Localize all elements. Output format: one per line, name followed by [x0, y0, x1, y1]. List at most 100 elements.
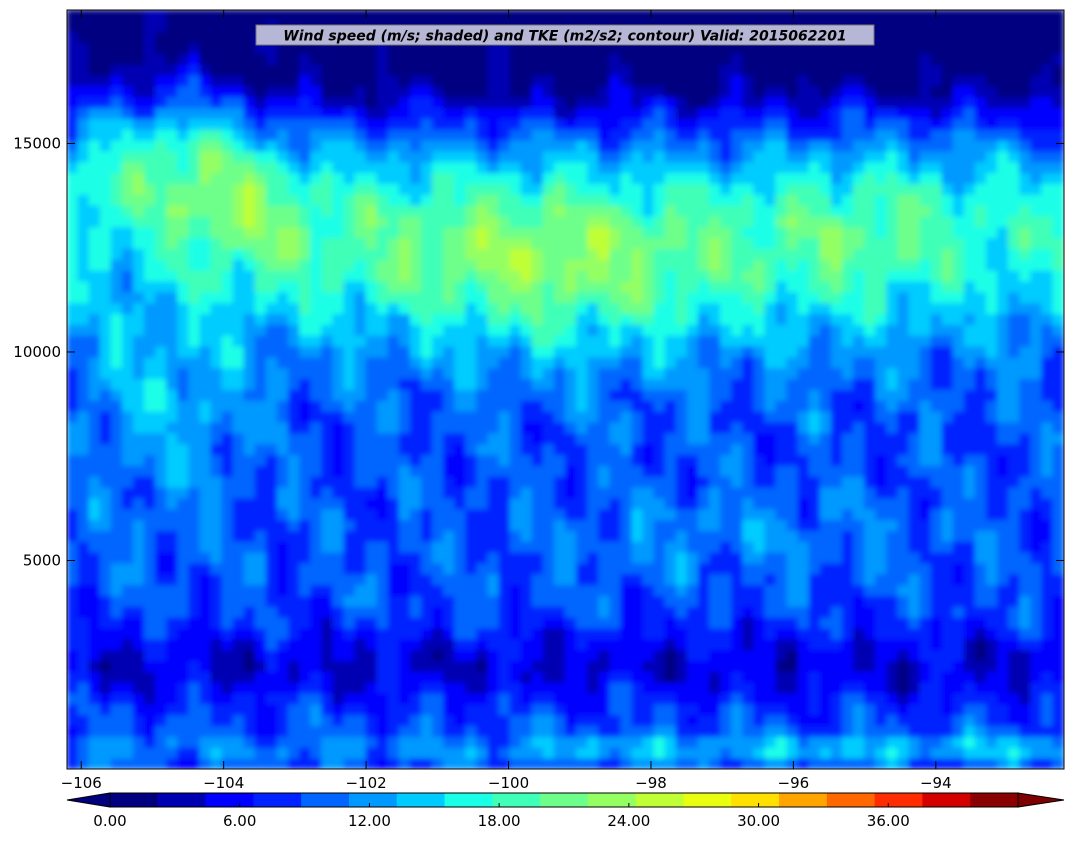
field-cell: [288, 725, 301, 737]
field-cell: [67, 529, 79, 542]
field-cell: [620, 248, 633, 260]
field-cell: [841, 323, 855, 336]
field-cell: [686, 280, 699, 293]
field-cell: [398, 519, 411, 531]
field-cell: [531, 584, 544, 597]
field-cell: [786, 529, 799, 542]
field-cell: [354, 323, 367, 336]
field-cell: [166, 605, 179, 618]
field-cell: [675, 421, 688, 434]
field-cell: [265, 117, 278, 130]
field-cell: [830, 605, 843, 618]
field-cell: [620, 389, 633, 401]
field-cell: [188, 454, 201, 466]
field-cell: [387, 638, 400, 651]
field-cell: [310, 367, 323, 380]
field-cell: [67, 63, 79, 76]
field-cell: [132, 486, 146, 499]
field-cell: [797, 508, 810, 521]
field-cell: [232, 291, 245, 304]
field-cell: [254, 248, 267, 260]
field-cell: [576, 573, 589, 586]
field-cell: [288, 746, 301, 759]
field-cell: [343, 660, 356, 672]
field-cell: [88, 42, 101, 54]
field-cell: [155, 302, 168, 315]
field-cell: [465, 139, 478, 152]
field-cell: [232, 443, 245, 456]
field-cell: [288, 237, 301, 250]
field-cell: [398, 291, 411, 304]
field-cell: [254, 42, 267, 54]
field-cell: [110, 584, 123, 597]
field-cell: [753, 345, 766, 358]
field-cell: [764, 681, 777, 694]
field-cell: [587, 562, 600, 575]
field-cell: [531, 475, 544, 488]
field-cell: [553, 367, 566, 380]
field-cell: [465, 356, 478, 369]
field-cell: [365, 172, 378, 184]
field-cell: [276, 605, 290, 618]
field-cell: [243, 269, 256, 282]
field-cell: [631, 584, 644, 597]
field-cell: [155, 258, 168, 271]
field-cell: [67, 421, 79, 434]
field-cell: [841, 735, 855, 748]
field-cell: [387, 519, 400, 531]
field-cell: [221, 703, 234, 716]
field-cell: [753, 497, 766, 510]
field-cell: [420, 96, 434, 109]
field-cell: [620, 42, 633, 54]
field-cell: [753, 139, 766, 152]
field-cell: [587, 334, 600, 347]
field-cell: [786, 302, 799, 315]
field-cell: [144, 226, 157, 239]
field-cell: [664, 302, 677, 315]
field-cell: [531, 345, 544, 358]
field-cell: [88, 378, 101, 390]
field-cell: [288, 595, 301, 607]
field-cell: [177, 725, 190, 737]
field-cell: [565, 204, 578, 217]
field-cell: [775, 193, 788, 206]
field-cell: [853, 649, 866, 662]
field-cell: [830, 10, 843, 22]
field-cell: [653, 692, 666, 705]
field-cell: [830, 746, 843, 759]
field-cell: [188, 616, 201, 629]
field-cell: [509, 182, 522, 195]
field-cell: [155, 529, 168, 542]
field-cell: [177, 714, 190, 727]
field-cell: [531, 193, 544, 206]
field-cell: [542, 540, 555, 553]
field-cell: [177, 573, 190, 586]
field-cell: [631, 681, 644, 694]
field-cell: [354, 42, 367, 54]
field-cell: [498, 193, 511, 206]
field-cell: [631, 573, 644, 586]
field-cell: [398, 757, 411, 769]
field-cell: [121, 31, 134, 44]
field-cell: [354, 85, 367, 98]
field-cell: [321, 551, 334, 564]
field-cell: [188, 529, 201, 542]
field-cell: [620, 443, 633, 456]
field-cell: [265, 258, 278, 271]
field-cell: [210, 63, 223, 76]
field-cell: [841, 226, 855, 239]
field-cell: [144, 334, 157, 347]
field-cell: [299, 627, 312, 640]
field-cell: [365, 486, 378, 499]
field-cell: [808, 595, 821, 607]
field-cell: [354, 508, 367, 521]
field-cell: [265, 182, 278, 195]
field-cell: [742, 464, 755, 477]
field-cell: [409, 323, 422, 336]
field-cell: [132, 649, 146, 662]
field-cell: [819, 681, 832, 694]
field-cell: [720, 475, 733, 488]
field-cell: [653, 161, 666, 174]
field-cell: [742, 117, 755, 130]
field-cell: [775, 660, 788, 672]
